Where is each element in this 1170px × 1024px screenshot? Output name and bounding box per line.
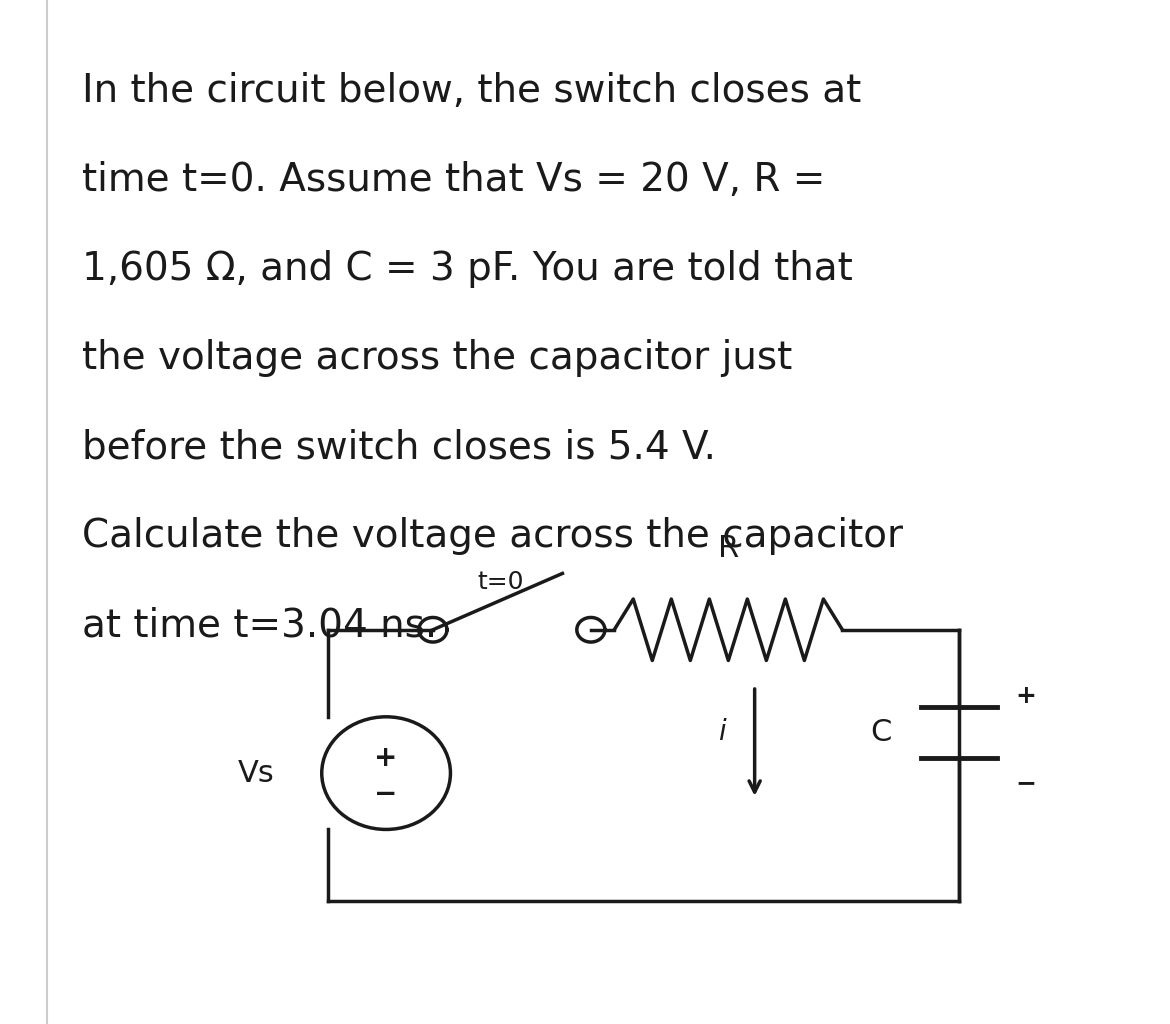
Text: Calculate the voltage across the capacitor: Calculate the voltage across the capacit… (82, 517, 903, 555)
Text: time t=0. Assume that Vs = 20 V, R =: time t=0. Assume that Vs = 20 V, R = (82, 161, 825, 199)
Text: i: i (717, 718, 725, 746)
Text: Vs: Vs (239, 759, 275, 787)
Text: before the switch closes is 5.4 V.: before the switch closes is 5.4 V. (82, 428, 716, 466)
Text: +: + (374, 743, 398, 772)
Text: t=0: t=0 (477, 570, 523, 594)
Text: +: + (1014, 684, 1035, 709)
Text: 1,605 Ω, and C = 3 pF. You are told that: 1,605 Ω, and C = 3 pF. You are told that (82, 250, 853, 288)
Text: −: − (1014, 771, 1035, 796)
Text: at time t=3.04 ns.: at time t=3.04 ns. (82, 606, 438, 644)
Text: R: R (717, 535, 739, 563)
Text: the voltage across the capacitor just: the voltage across the capacitor just (82, 339, 792, 377)
Text: C: C (870, 718, 892, 746)
Text: −: − (374, 779, 398, 808)
Text: In the circuit below, the switch closes at: In the circuit below, the switch closes … (82, 72, 861, 110)
